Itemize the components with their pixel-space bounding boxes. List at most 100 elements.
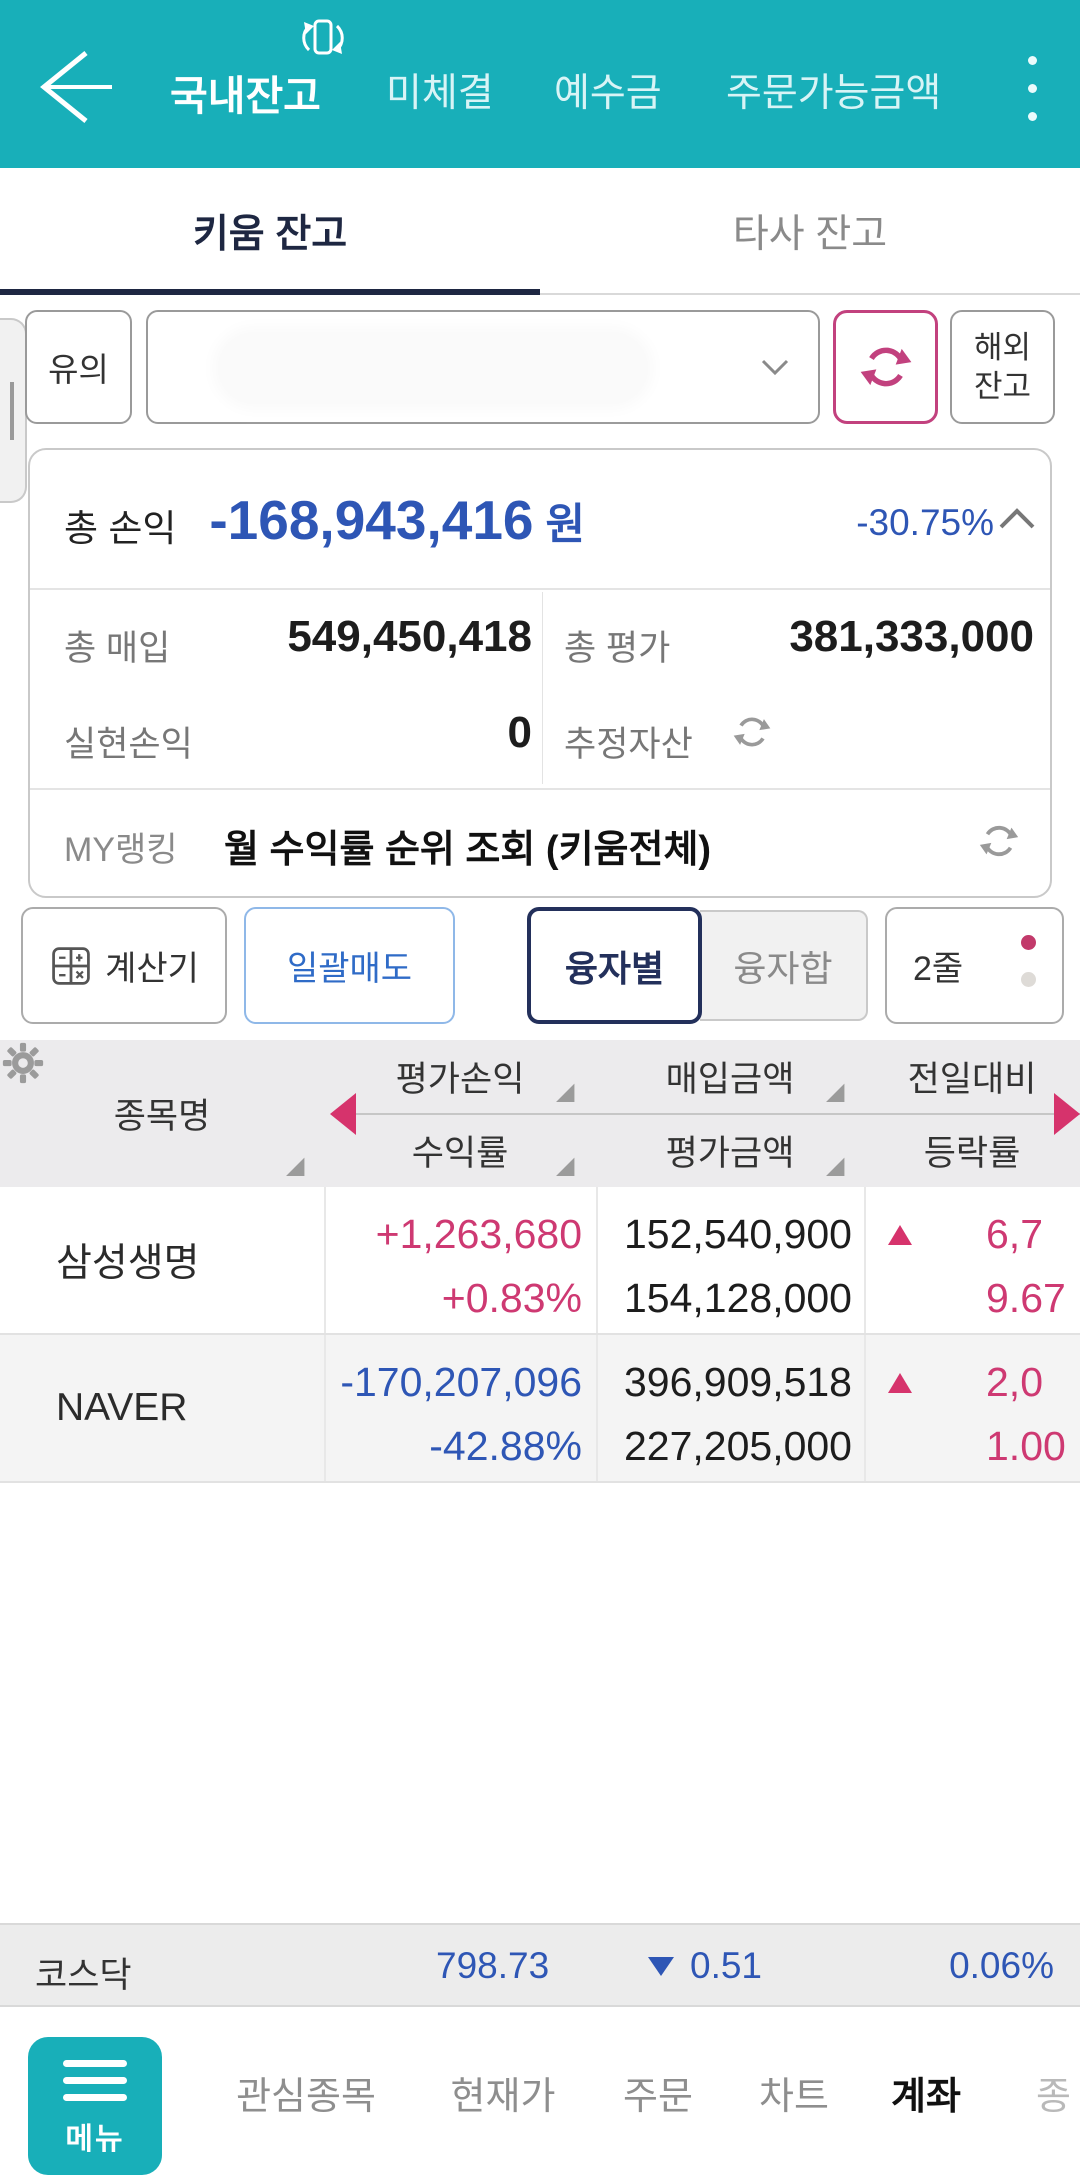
holdings-table-header: 종목명 평가손익 수익률 매입금액 평가금액 전일대비 등락률 ◢ ◢ ◢ ◢ … [0, 1040, 1080, 1187]
header-eval-amount[interactable]: 평가금액 [665, 1134, 795, 1173]
caution-button[interactable]: 유의 [25, 310, 132, 424]
day-change-value: 2,0 [986, 1359, 1043, 1405]
nav-stock-cut[interactable]: 종 [1036, 2076, 1071, 2118]
up-triangle-icon [888, 1373, 912, 1393]
return-rate-value: -42.88% [429, 1423, 582, 1469]
nav-watchlist[interactable]: 관심종목 [236, 2076, 376, 2118]
divider [542, 592, 543, 784]
divider [30, 588, 1050, 590]
header-change-rate[interactable]: 등락률 [923, 1134, 1021, 1173]
index-name: 코스닥 [35, 1956, 132, 1995]
row-mode-label: 2줄 [913, 950, 964, 988]
sort-handle-icon: ◢ [286, 1152, 305, 1179]
bottom-nav: 메뉴 관심종목 현재가 주문 차트 계좌 종 [0, 2007, 1080, 2179]
gear-icon[interactable] [2, 1042, 44, 1084]
realized-pl-label: 실현손익 [64, 725, 193, 764]
summary-detail: 총 매입 549,450,418 총 평가 381,333,000 실현손익 0… [30, 588, 1050, 788]
calculator-icon [52, 946, 90, 985]
appbar-tab-deposit[interactable]: 예수금 [554, 72, 662, 115]
more-menu-icon[interactable] [1028, 56, 1038, 140]
calculator-button[interactable]: 계산기 [21, 907, 227, 1024]
eval-pl-value: -170,207,096 [340, 1359, 582, 1405]
account-select[interactable] [146, 310, 820, 424]
my-ranking-text: 월 수익률 순위 조회 (키움전체) [224, 829, 712, 871]
header-buy-amount[interactable]: 매입금액 [665, 1060, 795, 1099]
menu-label: 메뉴 [65, 2122, 125, 2156]
overseas-balance-button[interactable]: 해외 잔고 [950, 310, 1055, 424]
header-day-change[interactable]: 전일대비 [907, 1060, 1037, 1099]
bulk-sell-button[interactable]: 일괄매도 [244, 907, 455, 1024]
back-arrow-icon[interactable] [32, 48, 116, 126]
collapse-chevron-up-icon[interactable] [998, 508, 1036, 530]
appbar-tab-unfilled[interactable]: 미체결 [386, 72, 494, 115]
appbar-tab-domestic-balance[interactable]: 국내잔고 [170, 73, 321, 119]
holding-row-samsung-life[interactable]: 삼성생명 +1,263,680 +0.83% 152,540,900 154,1… [0, 1187, 1080, 1333]
total-pl-percent: -30.75% [856, 502, 994, 543]
nav-current-price[interactable]: 현재가 [450, 2076, 556, 2118]
redacted-account-text [218, 332, 648, 404]
header-return-rate[interactable]: 수익률 [411, 1134, 509, 1173]
eval-pl-value: +1,263,680 [375, 1211, 582, 1257]
eval-value: 381,333,000 [789, 612, 1034, 661]
menu-button[interactable]: 메뉴 [28, 2037, 162, 2175]
total-pl-row: 총 손익 -168,943,416 원 -30.75% [30, 450, 1050, 588]
segment-by-loan[interactable]: 융자별 [527, 907, 702, 1024]
sort-handle-icon: ◢ [826, 1152, 845, 1179]
buy-label: 총 매입 [64, 629, 171, 668]
divider [0, 1333, 1080, 1335]
index-change: 0.51 [690, 1945, 763, 1986]
my-ranking-row[interactable]: MY랭킹 월 수익률 순위 조회 (키움전체) [30, 788, 1050, 898]
eval-label: 총 평가 [564, 629, 671, 668]
nav-chart[interactable]: 차트 [759, 2076, 829, 2118]
stock-name: 삼성생명 [56, 1242, 200, 1285]
sort-handle-icon: ◢ [826, 1078, 845, 1105]
eval-amount-value: 227,205,000 [623, 1423, 852, 1469]
loan-view-segmented: 융자별 융자합 [527, 907, 868, 1024]
change-rate-value: 9.67 [986, 1275, 1066, 1321]
nav-order[interactable]: 주문 [623, 2076, 693, 2118]
app-bar: 국내잔고 미체결 예수금 주문가능금액 [0, 0, 1080, 168]
chevron-down-icon [761, 359, 789, 376]
kosdaq-index-bar[interactable]: 코스닥 798.73 0.51 0.06% [0, 1923, 1080, 2007]
stock-name: NAVER [56, 1386, 188, 1429]
header-name[interactable]: 종목명 [113, 1097, 211, 1136]
balance-tabs: 키움 잔고 타사 잔고 [0, 168, 1080, 295]
tab-kiwoom-balance[interactable]: 키움 잔고 [0, 168, 540, 295]
buy-value: 549,450,418 [287, 612, 532, 661]
appbar-tab-orderable-amount[interactable]: 주문가능금액 [726, 72, 942, 115]
page-indicator-dots [1021, 935, 1036, 1009]
change-rate-value: 1.00 [986, 1423, 1066, 1469]
summary-card: 총 손익 -168,943,416 원 -30.75% 총 매입 549,450… [28, 448, 1052, 898]
scroll-right-icon[interactable] [1054, 1093, 1080, 1135]
segment-loan-sum[interactable]: 융자합 [700, 910, 868, 1021]
return-rate-value: +0.83% [441, 1275, 582, 1321]
rotate-screen-icon [302, 19, 344, 55]
holding-row-naver[interactable]: NAVER -170,207,096 -42.88% 396,909,518 2… [0, 1335, 1080, 1481]
index-change-rate: 0.06% [949, 1945, 1054, 1986]
estimated-asset-refresh-icon[interactable] [730, 710, 774, 754]
my-ranking-refresh-icon[interactable] [976, 818, 1022, 864]
overseas-line1: 해외 [973, 330, 1032, 365]
nav-account[interactable]: 계좌 [891, 2076, 961, 2118]
drawer-handle[interactable] [0, 318, 27, 503]
divider [348, 1113, 1080, 1115]
divider [0, 1481, 1080, 1483]
hamburger-icon [63, 2059, 127, 2067]
header-eval-pl[interactable]: 평가손익 [395, 1060, 525, 1099]
account-refresh-button[interactable] [833, 310, 938, 424]
estimated-asset-label: 추정자산 [564, 725, 693, 764]
my-ranking-label: MY랭킹 [64, 831, 178, 869]
tab-other-balance[interactable]: 타사 잔고 [732, 212, 888, 256]
up-triangle-icon [888, 1225, 912, 1245]
divider [30, 788, 1050, 790]
row-mode-button[interactable]: 2줄 [885, 907, 1064, 1024]
overseas-line2: 잔고 [973, 369, 1032, 404]
total-pl-label: 총 손익 [64, 508, 177, 549]
sort-handle-icon: ◢ [556, 1078, 575, 1105]
calculator-label: 계산기 [105, 950, 199, 988]
total-pl-value: -168,943,416 원 [209, 489, 586, 551]
scroll-left-icon[interactable] [330, 1093, 356, 1135]
refresh-icon [860, 347, 911, 387]
index-value: 798.73 [436, 1945, 550, 1986]
